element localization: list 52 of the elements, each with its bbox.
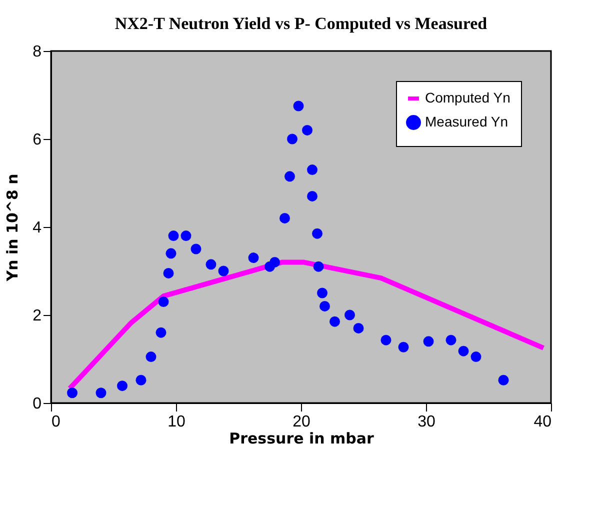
point xyxy=(293,100,304,112)
point xyxy=(284,171,295,182)
point xyxy=(317,288,328,298)
point xyxy=(380,334,392,346)
x-tick-label: 10 xyxy=(168,414,186,430)
point xyxy=(353,322,364,334)
y-tick-label: 2 xyxy=(32,308,42,324)
point xyxy=(146,352,156,362)
point xyxy=(330,316,340,327)
point xyxy=(67,388,78,398)
point xyxy=(117,380,128,392)
point xyxy=(248,252,259,264)
legend-label: Measured Yn xyxy=(425,114,508,130)
y-tick-label: 6 xyxy=(32,132,42,148)
point xyxy=(218,266,229,276)
point xyxy=(287,134,298,144)
x-axis-title: Pressure in mbar xyxy=(229,430,375,448)
point xyxy=(96,388,106,398)
y-tick-label: 0 xyxy=(32,396,42,412)
point xyxy=(168,230,179,242)
x-tick-label: 20 xyxy=(292,414,310,430)
x-tick-label: 40 xyxy=(534,414,552,430)
point xyxy=(313,261,324,272)
point xyxy=(458,346,469,356)
y-tick-label: 4 xyxy=(32,220,42,236)
y-tick-label: 8 xyxy=(32,44,42,60)
point xyxy=(206,259,216,270)
point xyxy=(163,268,174,278)
point xyxy=(158,296,169,308)
legend-label: Computed Yn xyxy=(425,90,510,106)
x-tick-label: 30 xyxy=(418,414,436,430)
x-tick-label: 0 xyxy=(52,414,60,430)
point xyxy=(423,336,434,347)
point xyxy=(166,248,176,259)
point xyxy=(307,190,318,202)
point xyxy=(470,352,482,362)
point xyxy=(302,124,312,136)
point xyxy=(156,327,166,338)
point xyxy=(307,164,318,176)
point xyxy=(320,300,330,312)
point xyxy=(312,228,322,239)
point xyxy=(398,342,409,352)
point xyxy=(270,256,280,268)
chart-title: NX2-T Neutron Yield vs P- Computed vs Measured xyxy=(114,14,488,33)
y-axis-title: Yn in 10^8 n xyxy=(4,174,22,282)
point xyxy=(344,310,355,320)
point xyxy=(190,244,202,254)
point xyxy=(446,334,456,346)
point xyxy=(136,374,146,386)
point xyxy=(280,212,290,224)
point xyxy=(498,374,509,386)
point xyxy=(180,230,192,242)
